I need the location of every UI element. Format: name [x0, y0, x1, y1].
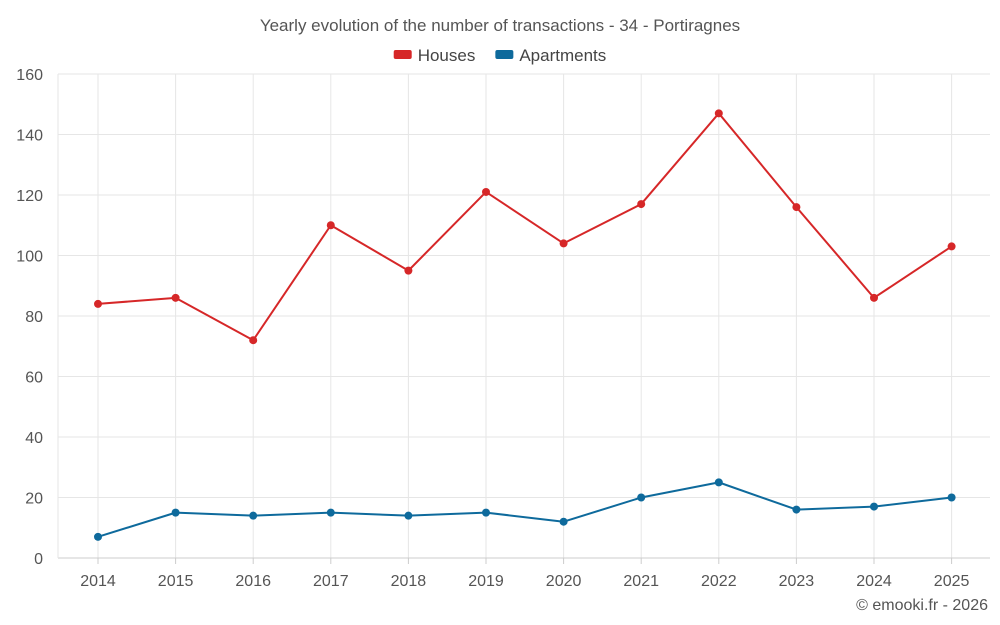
data-point-houses[interactable]: [714, 109, 723, 118]
grid: [58, 73, 990, 558]
y-tick-label: 160: [16, 67, 43, 84]
data-point-apartments[interactable]: [559, 517, 568, 526]
series-line-houses: [97, 112, 953, 342]
credit-text: © emooki.fr - 2026: [856, 597, 988, 614]
legend-swatch: [393, 50, 412, 59]
x-tick-label: 2017: [313, 573, 349, 590]
y-tick-label: 0: [34, 551, 43, 568]
data-point-houses[interactable]: [792, 203, 801, 212]
data-point-houses[interactable]: [482, 187, 490, 196]
legend-item-houses[interactable]: Houses: [393, 46, 476, 65]
data-point-houses[interactable]: [326, 221, 335, 230]
data-point-houses[interactable]: [404, 266, 413, 275]
data-point-houses[interactable]: [94, 299, 102, 308]
data-point-houses[interactable]: [249, 336, 258, 345]
data-point-apartments[interactable]: [482, 508, 490, 517]
data-point-apartments[interactable]: [249, 511, 258, 520]
x-tick-label: 2020: [546, 573, 582, 590]
x-tick-label: 2016: [235, 573, 271, 590]
legend-item-apartments[interactable]: Apartments: [495, 46, 606, 65]
series: [94, 109, 956, 541]
x-tick-label: 2023: [779, 573, 815, 590]
data-point-apartments[interactable]: [714, 478, 723, 487]
x-tick-label: 2019: [468, 573, 504, 590]
axes: 0 20 40 60 80 100 120 140 160 2014 2015 2016 2017 201…: [16, 67, 990, 590]
data-point-apartments[interactable]: [171, 508, 180, 517]
legend-swatch: [495, 50, 514, 59]
data-point-houses[interactable]: [870, 293, 878, 302]
data-point-houses[interactable]: [171, 293, 180, 302]
y-tick-label: 60: [25, 370, 43, 387]
chart-title: Yearly evolution of the number of transa…: [260, 16, 740, 35]
legend-label: Houses: [418, 46, 476, 65]
series-line-apartments: [97, 481, 952, 538]
data-point-houses[interactable]: [947, 242, 956, 251]
x-tick-label: 2021: [623, 573, 659, 590]
data-point-houses[interactable]: [637, 200, 646, 209]
data-point-apartments[interactable]: [94, 532, 102, 541]
x-tick-label: 2022: [701, 573, 737, 590]
y-tick-label: 40: [25, 430, 43, 447]
data-point-apartments[interactable]: [870, 502, 878, 511]
x-tick-label: 2014: [80, 573, 116, 590]
data-point-apartments[interactable]: [792, 505, 801, 514]
legend: Houses Apartments: [393, 46, 606, 65]
x-tick-label: 2018: [391, 573, 427, 590]
x-tick-label: 2025: [934, 573, 970, 590]
legend-label: Apartments: [519, 46, 606, 65]
data-point-apartments[interactable]: [326, 508, 335, 517]
data-point-apartments[interactable]: [947, 493, 956, 502]
y-tick-label: 100: [16, 249, 43, 266]
data-point-apartments[interactable]: [404, 511, 413, 520]
data-point-houses[interactable]: [559, 239, 568, 248]
y-tick-label: 120: [16, 188, 43, 205]
x-tick-label: 2015: [158, 573, 194, 590]
y-tick-label: 140: [16, 128, 43, 145]
y-tick-label: 80: [25, 309, 43, 326]
data-point-apartments[interactable]: [637, 493, 646, 502]
y-tick-label: 20: [25, 491, 43, 508]
x-tick-label: 2024: [856, 573, 892, 590]
